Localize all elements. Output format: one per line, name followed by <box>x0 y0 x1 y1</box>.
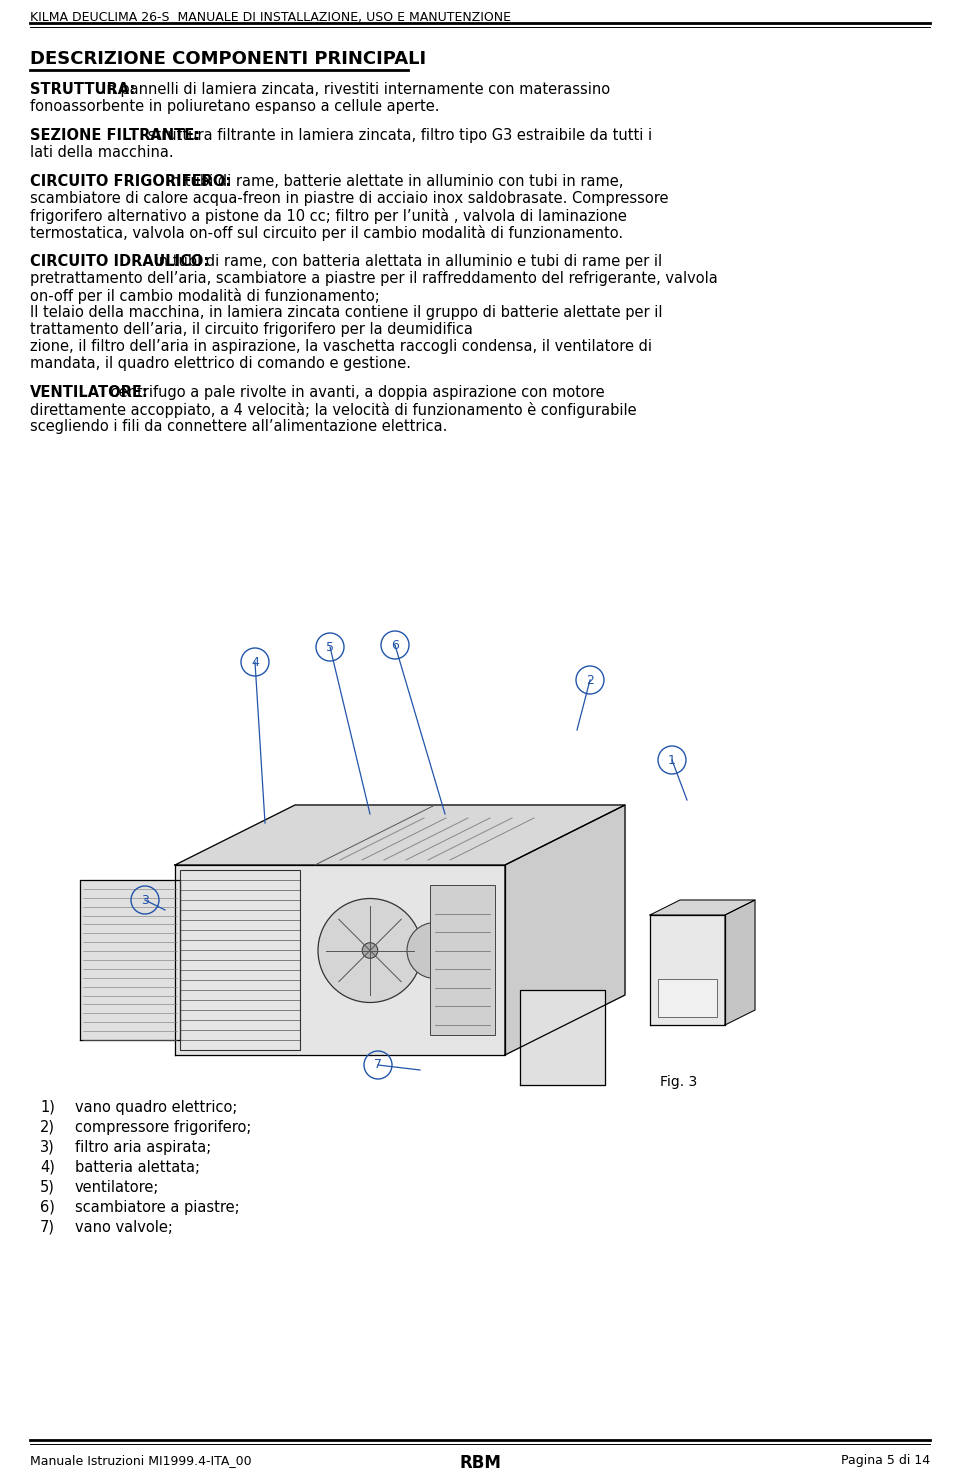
Text: zione, il filtro dell’aria in aspirazione, la vaschetta raccogli condensa, il ve: zione, il filtro dell’aria in aspirazion… <box>30 339 652 354</box>
Text: 1: 1 <box>668 754 676 767</box>
Text: 3: 3 <box>141 893 149 906</box>
Text: 2): 2) <box>40 1119 55 1136</box>
Text: CIRCUITO FRIGORIFERO:: CIRCUITO FRIGORIFERO: <box>30 173 231 190</box>
Text: mandata, il quadro elettrico di comando e gestione.: mandata, il quadro elettrico di comando … <box>30 355 411 372</box>
Bar <box>430 884 495 1036</box>
Text: 6): 6) <box>40 1200 55 1215</box>
Text: Il telaio della macchina, in lamiera zincata contiene il gruppo di batterie alet: Il telaio della macchina, in lamiera zin… <box>30 306 662 320</box>
Text: compressore frigorifero;: compressore frigorifero; <box>75 1119 252 1136</box>
Text: VENTILATORE:: VENTILATORE: <box>30 385 149 400</box>
Text: filtro aria aspirata;: filtro aria aspirata; <box>75 1140 211 1155</box>
Text: in tubi di rame, con batteria alettata in alluminio e tubi di rame per il: in tubi di rame, con batteria alettata i… <box>150 254 661 269</box>
Text: 7): 7) <box>40 1219 55 1235</box>
Text: scegliendo i fili da connettere all’alimentazione elettrica.: scegliendo i fili da connettere all’alim… <box>30 419 447 433</box>
Text: struttura filtrante in lamiera zincata, filtro tipo G3 estraibile da tutti i: struttura filtrante in lamiera zincata, … <box>143 128 653 142</box>
Text: Fig. 3: Fig. 3 <box>660 1075 697 1089</box>
Text: 6: 6 <box>391 639 399 651</box>
Text: frigorifero alternativo a pistone da 10 cc; filtro per l’unità , valvola di lami: frigorifero alternativo a pistone da 10 … <box>30 209 627 223</box>
Text: Pagina 5 di 14: Pagina 5 di 14 <box>841 1454 930 1468</box>
Text: 5): 5) <box>40 1180 55 1194</box>
Text: STRUTTURA:: STRUTTURA: <box>30 82 135 97</box>
Circle shape <box>407 923 463 978</box>
Text: SEZIONE FILTRANTE:: SEZIONE FILTRANTE: <box>30 128 200 142</box>
Polygon shape <box>505 805 625 1055</box>
Polygon shape <box>650 900 755 915</box>
Polygon shape <box>520 990 605 1086</box>
Text: Manuale Istruzioni MI1999.4-ITA_00: Manuale Istruzioni MI1999.4-ITA_00 <box>30 1454 252 1468</box>
Text: ventilatore;: ventilatore; <box>75 1180 159 1194</box>
Text: direttamente accoppiato, a 4 velocità; la velocità di funzionamento è configurab: direttamente accoppiato, a 4 velocità; l… <box>30 403 636 419</box>
Polygon shape <box>650 915 725 1025</box>
Text: KILMA DEUCLIMA 26-S  MANUALE DI INSTALLAZIONE, USO E MANUTENZIONE: KILMA DEUCLIMA 26-S MANUALE DI INSTALLAZ… <box>30 10 511 24</box>
Text: RBM: RBM <box>459 1454 501 1469</box>
Text: 2: 2 <box>586 673 594 686</box>
Circle shape <box>318 899 422 1002</box>
Text: on-off per il cambio modalità di funzionamento;: on-off per il cambio modalità di funzion… <box>30 288 380 304</box>
Text: 1): 1) <box>40 1100 55 1115</box>
Text: 7: 7 <box>374 1059 382 1071</box>
Bar <box>658 978 717 1017</box>
Text: in pannelli di lamiera zincata, rivestiti internamente con materassino: in pannelli di lamiera zincata, rivestit… <box>93 82 611 97</box>
Circle shape <box>362 943 378 958</box>
Polygon shape <box>175 865 505 1055</box>
Polygon shape <box>725 900 755 1025</box>
Text: 4): 4) <box>40 1161 55 1175</box>
Text: scambiatore a piastre;: scambiatore a piastre; <box>75 1200 240 1215</box>
Text: vano valvole;: vano valvole; <box>75 1219 173 1235</box>
Text: batteria alettata;: batteria alettata; <box>75 1161 200 1175</box>
Text: vano quadro elettrico;: vano quadro elettrico; <box>75 1100 237 1115</box>
Polygon shape <box>80 880 180 1040</box>
Text: trattamento dell’aria, il circuito frigorifero per la deumidifica: trattamento dell’aria, il circuito frigo… <box>30 322 473 336</box>
Text: termostatica, valvola on-off sul circuito per il cambio modalità di funzionament: termostatica, valvola on-off sul circuit… <box>30 225 623 241</box>
Text: 4: 4 <box>252 655 259 668</box>
Bar <box>180 870 300 1050</box>
Text: CIRCUITO IDRAULICO:: CIRCUITO IDRAULICO: <box>30 254 209 269</box>
Text: pretrattamento dell’aria, scambiatore a piastre per il raffreddamento del refrig: pretrattamento dell’aria, scambiatore a … <box>30 270 718 286</box>
Polygon shape <box>175 805 625 865</box>
Text: in tubi di rame, batterie alettate in alluminio con tubi in rame,: in tubi di rame, batterie alettate in al… <box>162 173 624 190</box>
Text: 5: 5 <box>326 640 334 654</box>
Text: centrifugo a pale rivolte in avanti, a doppia aspirazione con motore: centrifugo a pale rivolte in avanti, a d… <box>106 385 604 400</box>
Text: 3): 3) <box>40 1140 55 1155</box>
Text: lati della macchina.: lati della macchina. <box>30 145 174 160</box>
Text: DESCRIZIONE COMPONENTI PRINCIPALI: DESCRIZIONE COMPONENTI PRINCIPALI <box>30 50 426 68</box>
Text: fonoassorbente in poliuretano espanso a cellule aperte.: fonoassorbente in poliuretano espanso a … <box>30 98 440 115</box>
Text: scambiatore di calore acqua-freon in piastre di acciaio inox saldobrasate. Compr: scambiatore di calore acqua-freon in pia… <box>30 191 668 206</box>
